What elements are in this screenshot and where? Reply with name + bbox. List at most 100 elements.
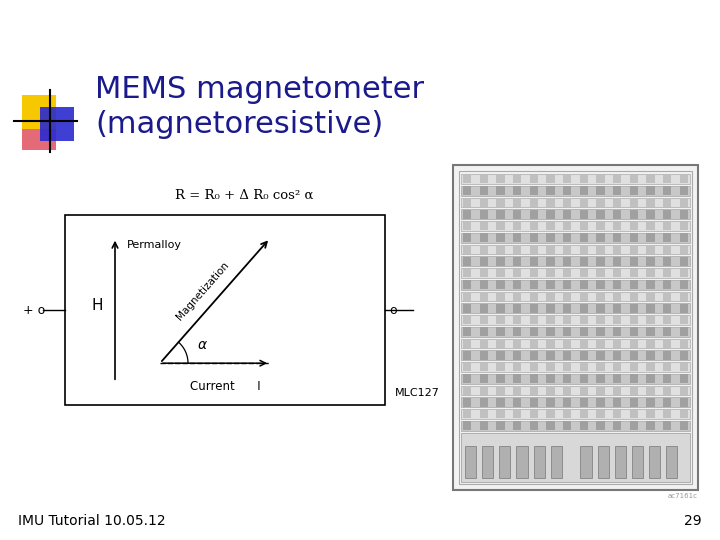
Bar: [546, 292, 554, 301]
Bar: [461, 186, 690, 195]
Bar: [630, 174, 638, 183]
Bar: [461, 339, 690, 348]
Bar: [513, 233, 521, 242]
Bar: [680, 339, 688, 348]
Text: IMU Tutorial 10.05.12: IMU Tutorial 10.05.12: [18, 514, 166, 528]
Bar: [615, 447, 626, 478]
Bar: [546, 409, 554, 418]
Bar: [546, 186, 554, 195]
Bar: [663, 245, 671, 254]
Bar: [496, 256, 505, 266]
Bar: [630, 327, 638, 336]
Bar: [596, 245, 605, 254]
Text: Permalloy: Permalloy: [127, 240, 182, 251]
Bar: [546, 362, 554, 372]
Bar: [463, 186, 472, 195]
Bar: [461, 386, 690, 395]
Bar: [647, 421, 654, 430]
Bar: [580, 421, 588, 430]
Bar: [513, 256, 521, 266]
Bar: [663, 374, 671, 383]
Bar: [546, 221, 554, 230]
Bar: [596, 174, 605, 183]
Bar: [530, 374, 538, 383]
Bar: [546, 327, 554, 336]
Bar: [613, 351, 621, 360]
Bar: [530, 351, 538, 360]
Bar: [496, 362, 505, 372]
Bar: [613, 374, 621, 383]
Bar: [680, 245, 688, 254]
Bar: [563, 421, 572, 430]
Bar: [563, 268, 572, 277]
Bar: [530, 362, 538, 372]
Bar: [546, 174, 554, 183]
Bar: [663, 268, 671, 277]
Bar: [596, 256, 605, 266]
Bar: [513, 174, 521, 183]
Bar: [630, 398, 638, 407]
Bar: [480, 221, 488, 230]
Bar: [680, 210, 688, 219]
Bar: [463, 303, 472, 313]
Text: Current      I: Current I: [189, 381, 261, 394]
Bar: [613, 362, 621, 372]
Bar: [546, 268, 554, 277]
Bar: [596, 186, 605, 195]
Bar: [613, 233, 621, 242]
Bar: [596, 374, 605, 383]
Bar: [461, 233, 690, 242]
Bar: [65, 215, 385, 405]
Bar: [680, 233, 688, 242]
Bar: [580, 198, 588, 207]
Bar: [480, 292, 488, 301]
Bar: [663, 339, 671, 348]
Bar: [580, 210, 588, 219]
Bar: [630, 386, 638, 395]
Bar: [496, 280, 505, 289]
Bar: [480, 339, 488, 348]
Bar: [596, 315, 605, 324]
Bar: [463, 409, 472, 418]
Bar: [496, 315, 505, 324]
Bar: [580, 409, 588, 418]
Bar: [546, 233, 554, 242]
Bar: [630, 351, 638, 360]
Bar: [496, 398, 505, 407]
Bar: [546, 398, 554, 407]
Text: ac7161c: ac7161c: [668, 493, 698, 499]
Bar: [613, 280, 621, 289]
Bar: [463, 174, 472, 183]
Bar: [630, 256, 638, 266]
Bar: [496, 186, 505, 195]
Text: MEMS magnetometer: MEMS magnetometer: [95, 75, 424, 104]
Bar: [613, 303, 621, 313]
Bar: [461, 433, 690, 482]
Bar: [680, 174, 688, 183]
Bar: [461, 245, 690, 254]
Bar: [513, 421, 521, 430]
Bar: [580, 398, 588, 407]
Bar: [496, 327, 505, 336]
Bar: [463, 198, 472, 207]
Bar: [596, 233, 605, 242]
Bar: [496, 174, 505, 183]
Bar: [580, 362, 588, 372]
Bar: [461, 409, 690, 419]
Bar: [647, 245, 654, 254]
Bar: [663, 221, 671, 230]
Bar: [480, 245, 488, 254]
Bar: [613, 268, 621, 277]
Bar: [647, 280, 654, 289]
Bar: [663, 315, 671, 324]
Bar: [580, 327, 588, 336]
Bar: [680, 186, 688, 195]
Bar: [580, 374, 588, 383]
Bar: [480, 186, 488, 195]
Bar: [480, 174, 488, 183]
Bar: [463, 421, 472, 430]
Bar: [613, 398, 621, 407]
Bar: [480, 386, 488, 395]
Bar: [563, 374, 572, 383]
Bar: [596, 292, 605, 301]
